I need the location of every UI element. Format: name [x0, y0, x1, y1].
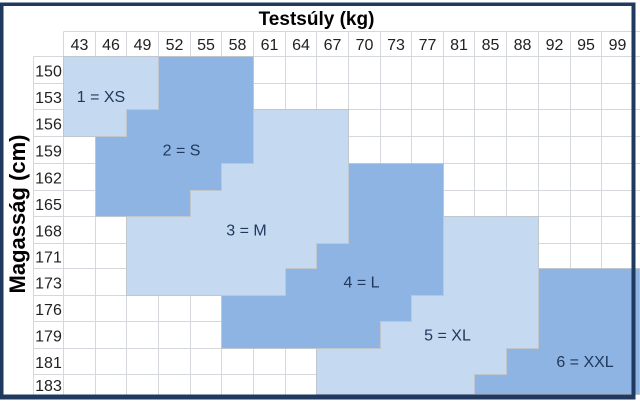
- svg-text:52: 52: [166, 37, 184, 54]
- svg-text:49: 49: [134, 37, 152, 54]
- svg-text:61: 61: [261, 37, 279, 54]
- svg-text:88: 88: [514, 37, 532, 54]
- svg-text:181: 181: [35, 355, 62, 372]
- svg-text:64: 64: [292, 37, 310, 54]
- svg-text:85: 85: [482, 37, 500, 54]
- svg-text:99: 99: [609, 37, 627, 54]
- svg-text:43: 43: [71, 37, 89, 54]
- svg-text:162: 162: [35, 171, 62, 188]
- svg-text:92: 92: [546, 37, 564, 54]
- svg-text:176: 176: [35, 302, 62, 319]
- svg-text:70: 70: [356, 37, 374, 54]
- svg-text:95: 95: [577, 37, 595, 54]
- svg-text:77: 77: [419, 37, 437, 54]
- svg-text:156: 156: [35, 117, 62, 134]
- svg-text:58: 58: [229, 37, 247, 54]
- svg-text:46: 46: [102, 37, 120, 54]
- svg-text:3 = M: 3 = M: [226, 222, 266, 239]
- svg-text:2 = S: 2 = S: [163, 142, 201, 159]
- svg-text:4 = L: 4 = L: [343, 274, 379, 291]
- svg-text:Magasság (cm): Magasság (cm): [5, 135, 30, 294]
- svg-text:173: 173: [35, 276, 62, 293]
- svg-text:171: 171: [35, 250, 62, 267]
- svg-text:168: 168: [35, 224, 62, 241]
- svg-text:Testsúly (kg): Testsúly (kg): [259, 9, 375, 30]
- svg-text:150: 150: [35, 64, 62, 81]
- svg-text:179: 179: [35, 329, 62, 346]
- svg-text:5 = XL: 5 = XL: [424, 327, 471, 344]
- svg-text:81: 81: [450, 37, 468, 54]
- svg-text:153: 153: [35, 90, 62, 107]
- svg-text:73: 73: [387, 37, 405, 54]
- svg-text:6 = XXL: 6 = XXL: [556, 354, 613, 371]
- svg-text:1 = XS: 1 = XS: [77, 89, 125, 106]
- svg-text:55: 55: [197, 37, 215, 54]
- svg-text:183: 183: [35, 378, 62, 395]
- svg-text:159: 159: [35, 144, 62, 161]
- svg-text:165: 165: [35, 197, 62, 214]
- svg-text:67: 67: [324, 37, 342, 54]
